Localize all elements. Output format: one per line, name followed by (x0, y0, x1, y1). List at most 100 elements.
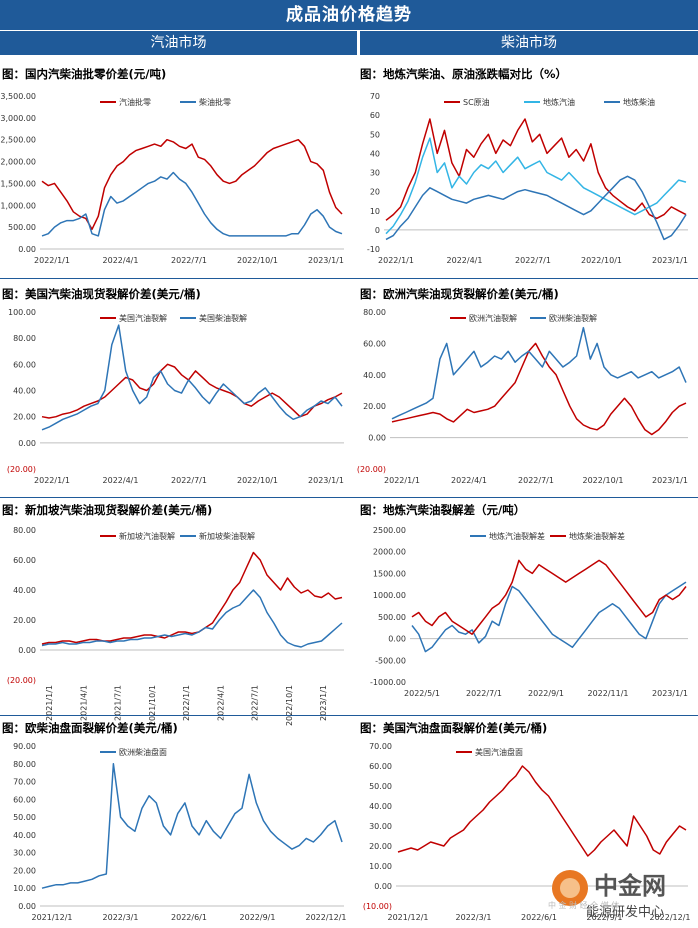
x-tick-label: 2022/12/1 (649, 913, 690, 922)
y-tick-label: 0.00 (18, 245, 36, 254)
y-tick-label: 30 (370, 169, 380, 178)
y-tick-label: 40.00 (13, 387, 36, 396)
legend-label: 美国汽油裂解 (119, 313, 167, 323)
x-tick-label: 2022/5/1 (404, 689, 440, 698)
y-tick-label: 500.00 (8, 223, 36, 232)
chart-title: 图：美国汽油盘面裂解价差(美元/桶) (360, 721, 548, 735)
legend-label: 地炼柴油 (623, 97, 655, 107)
y-tick-label: 60.00 (13, 556, 36, 565)
y-tick-label: (20.00) (7, 465, 36, 474)
y-tick-label: 2,500.00 (0, 136, 36, 145)
x-tick-label: 2022/6/1 (171, 913, 207, 922)
y-tick-label: 30.00 (13, 849, 36, 858)
y-tick-label: 60 (370, 111, 380, 120)
x-tick-label: 2022/7/1 (251, 685, 260, 721)
x-tick-label: 2022/4/1 (103, 256, 139, 265)
y-tick-label: 50 (370, 130, 380, 139)
y-tick-label: 0.00 (388, 635, 406, 644)
x-tick-label: 2022/4/1 (216, 685, 225, 721)
chart-svg: 80.00 60.00 40.00 20.00 0.00 (20.00) 2022/1/1 2… (357, 308, 688, 485)
series-line-2 (385, 175, 687, 241)
legend-label: 欧洲柴油盘面 (119, 747, 167, 757)
y-tick-label: 1,000.00 (0, 201, 36, 210)
x-tick-label: 2022/11/1 (587, 689, 628, 698)
y-tick-label: 50.00 (13, 813, 36, 822)
y-tick-label: 40 (370, 149, 380, 158)
y-tick-label: 70.00 (369, 742, 392, 751)
y-tick-label: 10 (370, 207, 380, 216)
y-tick-label: (20.00) (357, 465, 386, 474)
x-tick-label: 2021/4/1 (79, 685, 88, 721)
y-tick-label: -10 (367, 245, 380, 254)
x-tick-label: 2022/1/1 (34, 256, 70, 265)
x-tick-label: 2022/10/1 (237, 256, 278, 265)
chart-panel-singapore-spot-crack: 图：新加坡汽柴油现货裂解价差(美元/桶) 80.00 60.00 40.00 20.0… (2, 502, 352, 726)
x-tick-label: 2022/10/1 (581, 256, 622, 265)
watermark: 中金网 能源研发中心 中 金 财 经 全 媒 体 (548, 870, 666, 920)
watermark-brand: 中金网 (594, 872, 666, 900)
y-tick-label: 0 (375, 226, 380, 235)
logo-inner-icon (560, 878, 580, 898)
x-tick-label: 2023/1/1 (319, 685, 328, 721)
y-tick-label: 70.00 (13, 778, 36, 787)
chart-svg: 2500.00 2000.00 1500.00 1000.00 500.00 0.00 -5… (370, 526, 688, 698)
y-tick-label: 60.00 (369, 762, 392, 771)
series-line-1 (41, 589, 343, 648)
y-tick-label: 1,500.00 (0, 179, 36, 188)
x-tick-label: 2022/1/1 (182, 685, 191, 721)
x-tick-label: 2021/7/1 (114, 685, 123, 721)
x-tick-label: 2022/10/1 (582, 476, 623, 485)
y-tick-label: 40.00 (13, 586, 36, 595)
chart-title: 图：美国汽柴油现货裂解价差(美元/桶) (2, 287, 201, 301)
x-tick-label: 2022/4/1 (451, 476, 487, 485)
chart-panel-us-gasoline-futures-crack: 图：美国汽油盘面裂解价差(美元/桶) 70.00 60.00 50.00 40.00 3… (360, 720, 696, 926)
y-tick-label: 20.00 (363, 402, 386, 411)
y-tick-label: (20.00) (7, 676, 36, 685)
x-tick-label: 2022/3/1 (103, 913, 139, 922)
legend-label: 地炼柴油裂解差 (569, 531, 625, 541)
series-line-0 (41, 138, 343, 231)
x-tick-label: 2022/9/1 (528, 689, 564, 698)
series-line-0 (411, 581, 687, 653)
y-tick-label: 20 (370, 188, 380, 197)
x-tick-label: 2021/1/1 (45, 685, 54, 721)
series-line-1 (385, 137, 687, 235)
x-tick-label: 2022/1/1 (378, 256, 414, 265)
y-tick-label: 3,500.00 (0, 92, 36, 101)
y-tick-label: 20.00 (369, 842, 392, 851)
y-tick-label: 1500.00 (373, 569, 406, 578)
y-tick-label: (10.00) (363, 902, 392, 911)
y-tick-label: 500.00 (378, 613, 406, 622)
x-tick-label: 2022/7/1 (171, 476, 207, 485)
x-tick-label: 2022/7/1 (515, 256, 551, 265)
y-tick-label: 2500.00 (373, 526, 406, 535)
y-tick-label: 20.00 (13, 866, 36, 875)
series-line-0 (397, 765, 687, 857)
y-tick-label: 20.00 (13, 413, 36, 422)
y-tick-label: 0.00 (18, 646, 36, 655)
watermark-faint: 中 金 财 经 全 媒 体 (548, 900, 619, 910)
x-tick-label: 2022/10/1 (285, 685, 294, 726)
series-line-0 (41, 551, 343, 645)
x-tick-label: 2022/10/1 (237, 476, 278, 485)
legend-label: 新加坡柴油裂解 (199, 531, 255, 541)
x-tick-label: 2022/1/1 (34, 476, 70, 485)
chart-panel-refinery-vs-crude-change: 图：地炼汽柴油、原油涨跌幅对比（%） 70 60 50 40 30 20 10 0 -10 202… (360, 66, 696, 274)
y-tick-label: 50.00 (369, 782, 392, 791)
legend-label: 美国柴油裂解 (199, 313, 247, 323)
chart-svg: 70 60 50 40 30 20 10 0 -10 2022/1/1 2022/4/1 2022/7… (367, 92, 688, 265)
legend-label: 欧洲柴油裂解 (549, 313, 597, 323)
x-tick-label: 2022/7/1 (171, 256, 207, 265)
series-line-0 (41, 763, 343, 889)
chart-panel-refinery-crack: 图：地炼汽柴油裂解差（元/吨） 2500.00 2000.00 1500.00 100… (360, 502, 696, 712)
legend-label: 欧洲汽油裂解 (469, 313, 517, 323)
x-tick-label: 2022/3/1 (456, 913, 492, 922)
series-line-1 (411, 559, 687, 635)
x-tick-label: 2022/9/1 (240, 913, 276, 922)
series-line-0 (385, 118, 687, 221)
y-tick-label: 0.00 (368, 434, 386, 443)
chart-panel-europe-diesel-futures-crack: 图：欧柴油盘面裂解价差(美元/桶) 90.00 80.00 70.00 60.00 50… (2, 720, 352, 926)
y-tick-label: 40.00 (369, 802, 392, 811)
chart-panel-domestic-wholesale-retail-spread: 图：国内汽柴油批零价差(元/吨) 3,500.00 3,000.00 2,500.0… (0, 66, 352, 274)
legend-label: 汽油批零 (119, 97, 151, 107)
